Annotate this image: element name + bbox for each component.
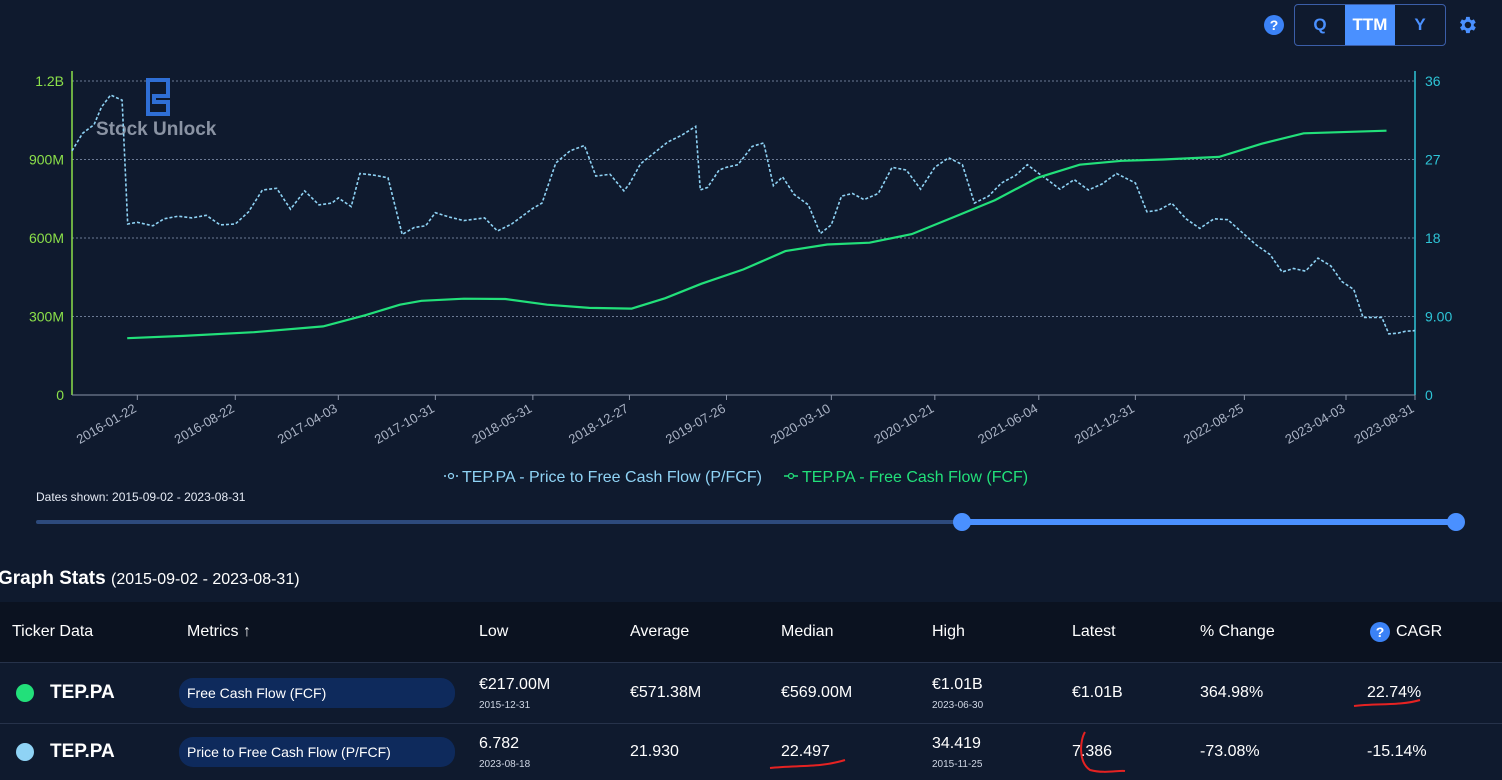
table-row: TEP.PA Price to Free Cash Flow (P/FCF) 6… [0, 724, 1502, 780]
help-icon[interactable]: ? [1264, 15, 1284, 35]
header-latest[interactable]: Latest [1072, 602, 1200, 663]
date-range-slider-selection [962, 519, 1456, 525]
y-right-tick-label: 18 [1425, 230, 1441, 246]
ticker-cell: TEP.PA [0, 724, 175, 780]
high-value: €1.01B [932, 676, 983, 693]
latest-value: 7.386 [1072, 724, 1200, 780]
metric-cell: Price to Free Cash Flow (P/FCF) [175, 724, 467, 780]
logo-icon [148, 80, 168, 114]
legend-marker [789, 474, 794, 479]
x-tick-label: 2021-12-31 [1072, 401, 1137, 447]
legend-item: TEP.PA - Price to Free Cash Flow (P/FCF) [444, 469, 762, 486]
median-value: 22.497 [769, 724, 920, 780]
x-tick-label: 2021-06-04 [975, 401, 1040, 447]
y-left-tick-label: 1.2B [35, 73, 64, 89]
low-value: €217.00M [479, 676, 550, 693]
ticker-label[interactable]: TEP.PA [50, 682, 115, 703]
legend-item: TEP.PA - Free Cash Flow (FCF) [784, 469, 1028, 486]
series-color-dot [16, 684, 34, 702]
legend-label: TEP.PA - Price to Free Cash Flow (P/FCF) [462, 469, 762, 486]
x-tick-label: 2020-10-21 [871, 401, 936, 447]
average-value: €571.38M [618, 663, 769, 724]
low-cell: 6.782 2023-08-18 [467, 724, 618, 780]
x-tick-label: 2016-01-22 [74, 401, 139, 447]
y-left-tick-label: 300M [29, 309, 64, 325]
y-right-tick-label: 27 [1425, 152, 1441, 168]
header-average[interactable]: Average [618, 602, 769, 663]
average-value: 21.930 [618, 724, 769, 780]
slider-start-handle[interactable] [953, 513, 971, 531]
cagr-value: 22.74% [1352, 663, 1502, 724]
dates-shown-label: Dates shown: 2015-09-02 - 2023-08-31 [36, 490, 245, 504]
period-y-button[interactable]: Y [1395, 5, 1445, 45]
header-change[interactable]: % Change [1200, 602, 1352, 663]
x-tick-label: 2017-04-03 [275, 401, 340, 447]
header-cagr[interactable]: ? CAGR [1352, 602, 1502, 663]
header-high[interactable]: High [920, 602, 1072, 663]
graph-stats-range: (2015-09-02 - 2023-08-31) [111, 571, 300, 588]
legend-label: TEP.PA - Free Cash Flow (FCF) [802, 469, 1028, 486]
header-metrics-label: Metrics [187, 623, 239, 640]
x-tick-label: 2023-08-31 [1351, 401, 1416, 447]
ticker-cell: TEP.PA [0, 663, 175, 724]
low-date: 2015-12-31 [479, 700, 618, 711]
header-median[interactable]: Median [769, 602, 920, 663]
high-cell: 34.419 2015-11-25 [920, 724, 1072, 780]
x-tick-label: 2022-08-25 [1181, 401, 1246, 447]
y-left-tick-label: 0 [56, 387, 64, 403]
gear-icon[interactable] [1456, 14, 1478, 36]
header-low[interactable]: Low [467, 602, 618, 663]
fcf-series-line [127, 131, 1386, 339]
x-tick-label: 2018-12-27 [566, 401, 631, 447]
period-controls: ? Q TTM Y [1264, 4, 1478, 46]
metric-pill[interactable]: Free Cash Flow (FCF) [179, 678, 455, 708]
low-value: 6.782 [479, 735, 519, 752]
y-left-tick-label: 900M [29, 152, 64, 168]
slider-end-handle[interactable] [1447, 513, 1465, 531]
median-value: €569.00M [769, 663, 920, 724]
stats-table: Ticker Data Metrics ↑ Low Average Median… [0, 602, 1502, 780]
stats-header-row: Ticker Data Metrics ↑ Low Average Median… [0, 602, 1502, 663]
latest-value: €1.01B [1072, 663, 1200, 724]
watermark-text: Stock Unlock [96, 119, 217, 140]
y-right-tick-label: 0 [1425, 387, 1433, 403]
table-row: TEP.PA Free Cash Flow (FCF) €217.00M 2015… [0, 663, 1502, 724]
ticker-label[interactable]: TEP.PA [50, 741, 115, 762]
pfcf-series-line [72, 95, 1415, 334]
metric-pill[interactable]: Price to Free Cash Flow (P/FCF) [179, 737, 455, 767]
high-date: 2015-11-25 [932, 759, 1072, 770]
period-ttm-button[interactable]: TTM [1345, 5, 1395, 45]
period-toggle-group: Q TTM Y [1294, 4, 1446, 46]
x-tick-label: 2017-10-31 [372, 401, 437, 447]
header-ticker-data[interactable]: Ticker Data [0, 602, 175, 663]
header-metrics[interactable]: Metrics ↑ [175, 602, 467, 663]
y-left-tick-label: 600M [29, 230, 64, 246]
change-value: -73.08% [1200, 724, 1352, 780]
high-date: 2023-06-30 [932, 700, 1072, 711]
y-right-tick-label: 36 [1425, 73, 1441, 89]
low-date: 2023-08-18 [479, 759, 618, 770]
x-tick-label: 2019-07-26 [663, 401, 728, 447]
high-cell: €1.01B 2023-06-30 [920, 663, 1072, 724]
graph-stats-title: Graph Stats (2015-09-02 - 2023-08-31) [0, 568, 300, 590]
sort-arrow-up-icon: ↑ [243, 623, 251, 640]
x-tick-label: 2023-04-03 [1282, 401, 1347, 447]
header-cagr-label: CAGR [1396, 623, 1442, 640]
cagr-value: -15.14% [1352, 724, 1502, 780]
low-cell: €217.00M 2015-12-31 [467, 663, 618, 724]
help-icon[interactable]: ? [1370, 622, 1390, 642]
legend-marker [449, 474, 454, 479]
stock-unlock-logo: Stock Unlock [96, 80, 217, 140]
x-tick-label: 2020-03-10 [768, 401, 833, 447]
high-value: 34.419 [932, 735, 981, 752]
x-tick-label: 2016-08-22 [172, 401, 237, 447]
change-value: 364.98% [1200, 663, 1352, 724]
period-q-button[interactable]: Q [1295, 5, 1345, 45]
graph-stats-heading: Graph Stats [0, 568, 106, 589]
x-tick-label: 2018-05-31 [469, 401, 534, 447]
series-color-dot [16, 743, 34, 761]
metric-cell: Free Cash Flow (FCF) [175, 663, 467, 724]
fcf-chart: 0 0 300M 9.00 600M 18 900M 27 1.2B 36 2016-01-22 20… [0, 55, 1502, 490]
y-right-tick-label: 9.00 [1425, 309, 1452, 325]
